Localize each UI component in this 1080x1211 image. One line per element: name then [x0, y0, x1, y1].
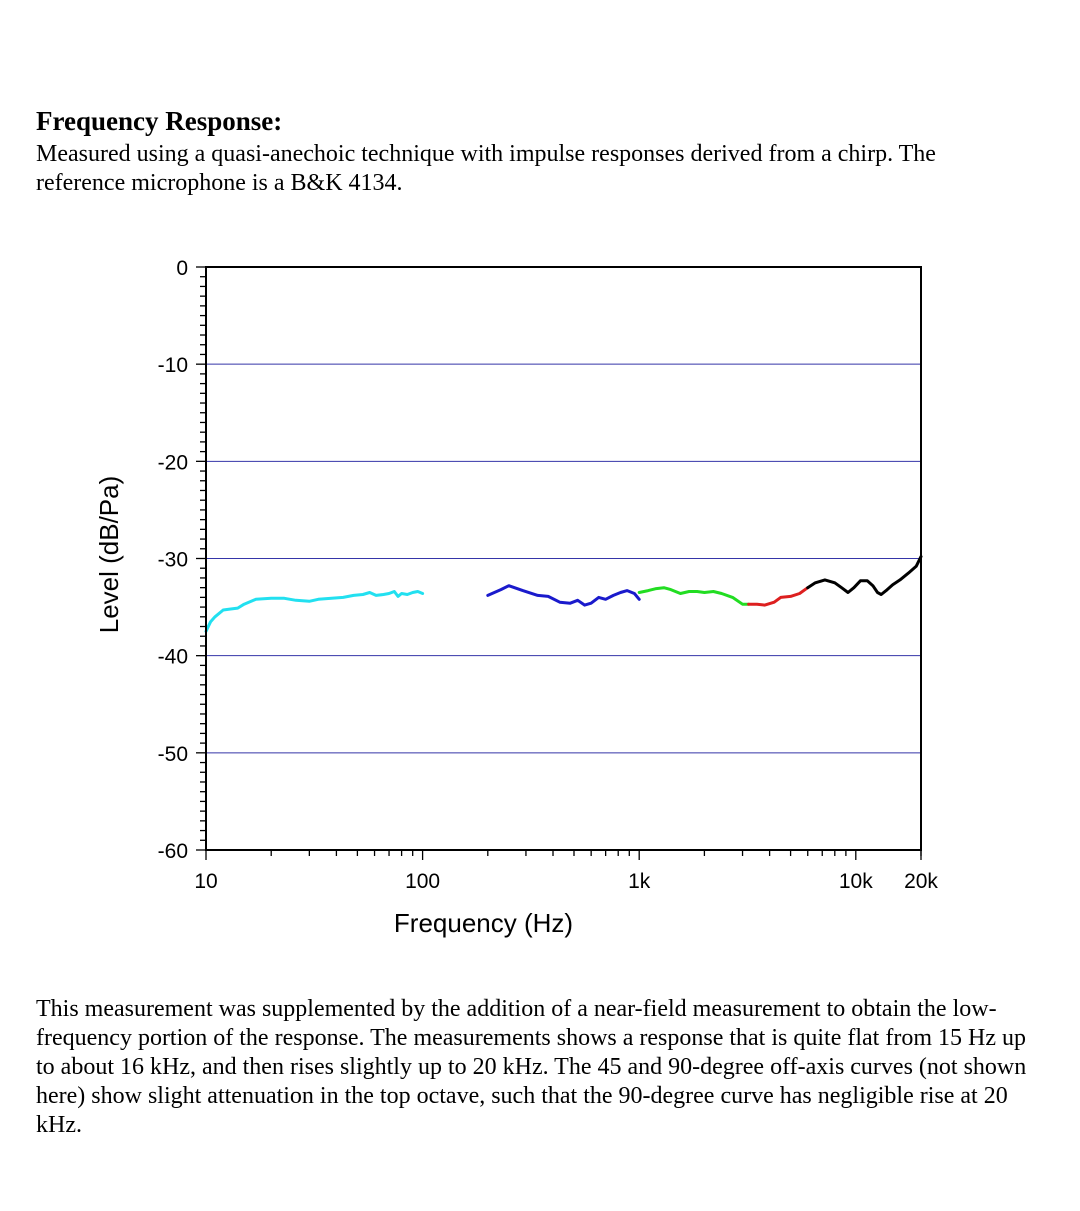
y-tick-label: -40 [158, 646, 188, 669]
series-line-5 [806, 555, 923, 596]
frequency-response-chart: 0 -10 -20 -30 -40 -50 -60 10 100 1k 10k 20k Freque… [94, 257, 938, 938]
y-tick-label: 0 [176, 257, 188, 280]
y-tick-label: -30 [158, 549, 188, 572]
x-tick-label: 10 [194, 870, 217, 893]
series-line-3 [637, 586, 751, 606]
series-line-4 [747, 586, 810, 607]
y-tick-label: -10 [158, 354, 188, 377]
chart-grid [206, 363, 921, 754]
y-tick-label: -20 [158, 451, 188, 474]
y-tick-label: -50 [158, 743, 188, 766]
x-tick-label: 20k [904, 870, 938, 893]
y-tick-label: -60 [158, 840, 188, 863]
body-paragraph: This measurement was supplemented by the… [36, 996, 1027, 1138]
chart-minor-ticks [196, 266, 922, 860]
series-line-1 [204, 590, 425, 633]
section-heading: Frequency Response: [36, 106, 283, 136]
chart-series [204, 555, 923, 633]
y-axis-ticks: 0 -10 -20 -30 -40 -50 -60 [158, 257, 188, 863]
x-tick-label: 10k [839, 870, 873, 893]
series-line-2 [486, 584, 641, 607]
y-axis-label: Level (dB/Pa) [94, 476, 124, 634]
plot-frame [205, 266, 922, 851]
x-tick-label: 100 [405, 870, 440, 893]
x-axis-label: Frequency (Hz) [394, 908, 573, 938]
x-axis-ticks: 10 100 1k 10k 20k [194, 870, 938, 893]
intro-paragraph: Measured using a quasi-anechoic techniqu… [36, 141, 936, 196]
x-tick-label: 1k [628, 870, 651, 893]
